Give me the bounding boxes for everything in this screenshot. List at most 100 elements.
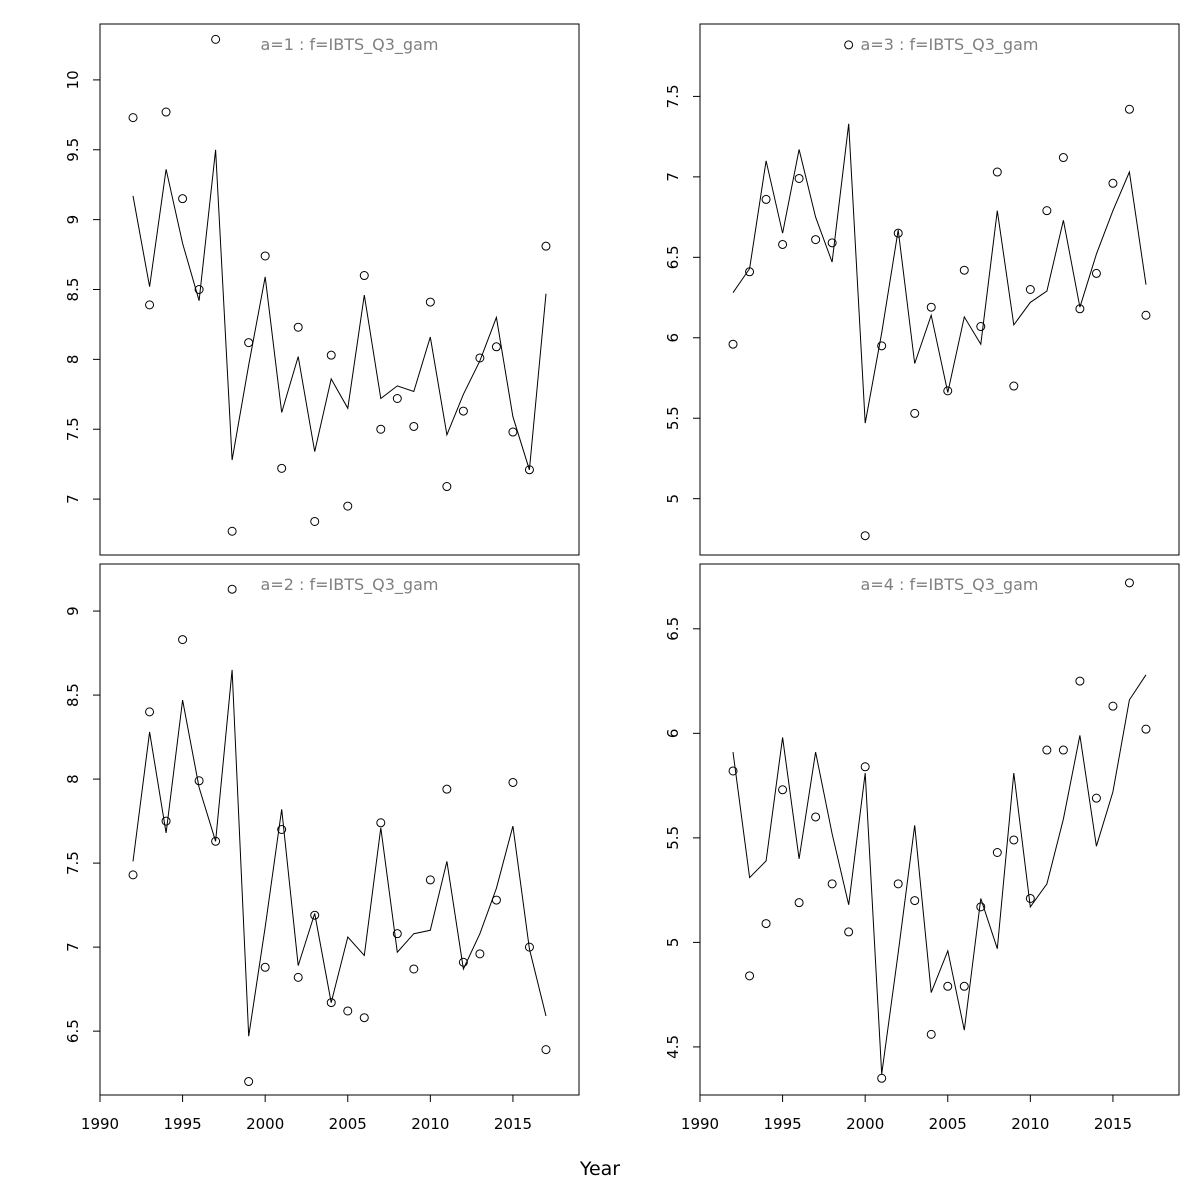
observed-point — [326, 350, 336, 360]
observed-point — [260, 251, 270, 261]
observed-point — [794, 173, 804, 183]
observed-point — [244, 1077, 254, 1087]
panel-a1: a=1 : f=IBTS_Q3_gam 7 7.5 8 8.5 9 9.5 10 — [64, 23, 580, 556]
observed-point — [128, 113, 138, 123]
y-tick-label: 8.5 — [64, 683, 82, 707]
x-tick-label: 2010 — [411, 1115, 449, 1133]
observed-point — [976, 322, 986, 332]
y-tick-label: 7.5 — [64, 851, 82, 875]
y-tick-label: 7 — [64, 494, 82, 504]
observed-point — [860, 531, 870, 541]
y-tick-label: 9 — [64, 215, 82, 225]
observed-point — [442, 784, 452, 794]
observed-point — [409, 421, 419, 431]
observed-point — [811, 812, 821, 822]
observed-point — [343, 501, 353, 511]
observed-point — [524, 942, 534, 952]
observed-point — [844, 927, 854, 937]
y-tick-label: 7 — [64, 942, 82, 952]
observed-point — [359, 271, 369, 281]
observed-point — [1009, 381, 1019, 391]
plot-frame — [699, 563, 1180, 1096]
observed-point — [976, 902, 986, 912]
observed-point — [178, 194, 188, 204]
observed-point — [293, 322, 303, 332]
observed-point — [1058, 745, 1068, 755]
observed-point — [844, 40, 854, 50]
plot-frame — [99, 563, 580, 1096]
panel-title: a=3 : f=IBTS_Q3_gam — [861, 35, 1039, 55]
observed-point — [161, 107, 171, 117]
observed-point — [244, 338, 254, 348]
observed-point — [1141, 724, 1151, 734]
observed-point — [277, 463, 287, 473]
y-tick-label: 4.5 — [664, 1035, 682, 1059]
x-tick-label: 1995 — [163, 1115, 201, 1133]
panel-a2: a=2 : f=IBTS_Q3_gam 6.5 7 7.5 8 8.5 9 1990 1995 2… — [64, 563, 580, 1133]
x-tick-label: 2015 — [494, 1115, 532, 1133]
observed-point — [1025, 285, 1035, 294]
observed-point — [409, 964, 419, 974]
observed-point — [376, 424, 386, 434]
observed-point — [277, 825, 287, 834]
y-tick-label: 9 — [64, 606, 82, 616]
observed-point — [458, 406, 468, 416]
observed-point — [194, 285, 204, 294]
observed-point — [310, 910, 320, 920]
observed-point — [260, 962, 270, 972]
observed-point — [392, 929, 402, 939]
observed-point — [508, 777, 518, 787]
x-tick-label: 1995 — [763, 1115, 801, 1133]
observed-point — [227, 526, 237, 536]
observed-point — [458, 957, 468, 967]
observed-point — [145, 707, 155, 717]
observed-point — [827, 238, 837, 248]
observed-point — [877, 341, 887, 351]
observed-point — [145, 300, 155, 310]
observed-point — [761, 194, 771, 204]
y-tick-label: 6.5 — [664, 617, 682, 641]
fitted-line — [132, 669, 547, 1037]
observed-point — [425, 297, 435, 307]
y-tick-label: 6 — [664, 729, 682, 739]
observed-point — [128, 870, 138, 880]
fitted-line — [732, 123, 1147, 424]
observed-point — [728, 339, 738, 349]
observed-point — [1141, 310, 1151, 320]
observed-point — [425, 875, 435, 885]
y-tick-label: 5.5 — [664, 826, 682, 850]
observed-point — [943, 386, 953, 396]
y-tick-label: 6.5 — [664, 245, 682, 269]
observed-point — [761, 919, 771, 929]
observed-point — [926, 1029, 936, 1039]
observed-point — [794, 898, 804, 908]
y-tick-label: 5 — [664, 494, 682, 504]
observed-point — [745, 971, 755, 981]
x-tick-label: 2015 — [1094, 1115, 1132, 1133]
observed-point — [1091, 268, 1101, 278]
plot-frame — [699, 23, 1180, 556]
observed-point — [211, 34, 221, 44]
observed-point — [1091, 793, 1101, 803]
observed-point — [1009, 835, 1019, 845]
y-tick-label: 6 — [664, 333, 682, 343]
x-tick-label: 2000 — [246, 1115, 284, 1133]
observed-point — [778, 785, 788, 795]
observed-point — [326, 998, 336, 1008]
observed-point — [194, 776, 204, 786]
observed-point — [491, 895, 501, 905]
x-axis-label: Year — [579, 1158, 620, 1180]
panel-title: a=1 : f=IBTS_Q3_gam — [261, 35, 439, 55]
x-tick-label: 2005 — [929, 1115, 967, 1133]
y-tick-label: 8 — [64, 355, 82, 365]
y-tick-label: 8.5 — [64, 278, 82, 302]
observed-point — [1042, 745, 1052, 755]
observed-point — [877, 1073, 887, 1083]
observed-point — [728, 766, 738, 776]
observed-point — [491, 342, 501, 352]
panel-title: a=2 : f=IBTS_Q3_gam — [261, 575, 439, 595]
observed-point — [475, 353, 485, 363]
y-tick-label: 5.5 — [664, 406, 682, 430]
observed-point — [1124, 578, 1134, 588]
